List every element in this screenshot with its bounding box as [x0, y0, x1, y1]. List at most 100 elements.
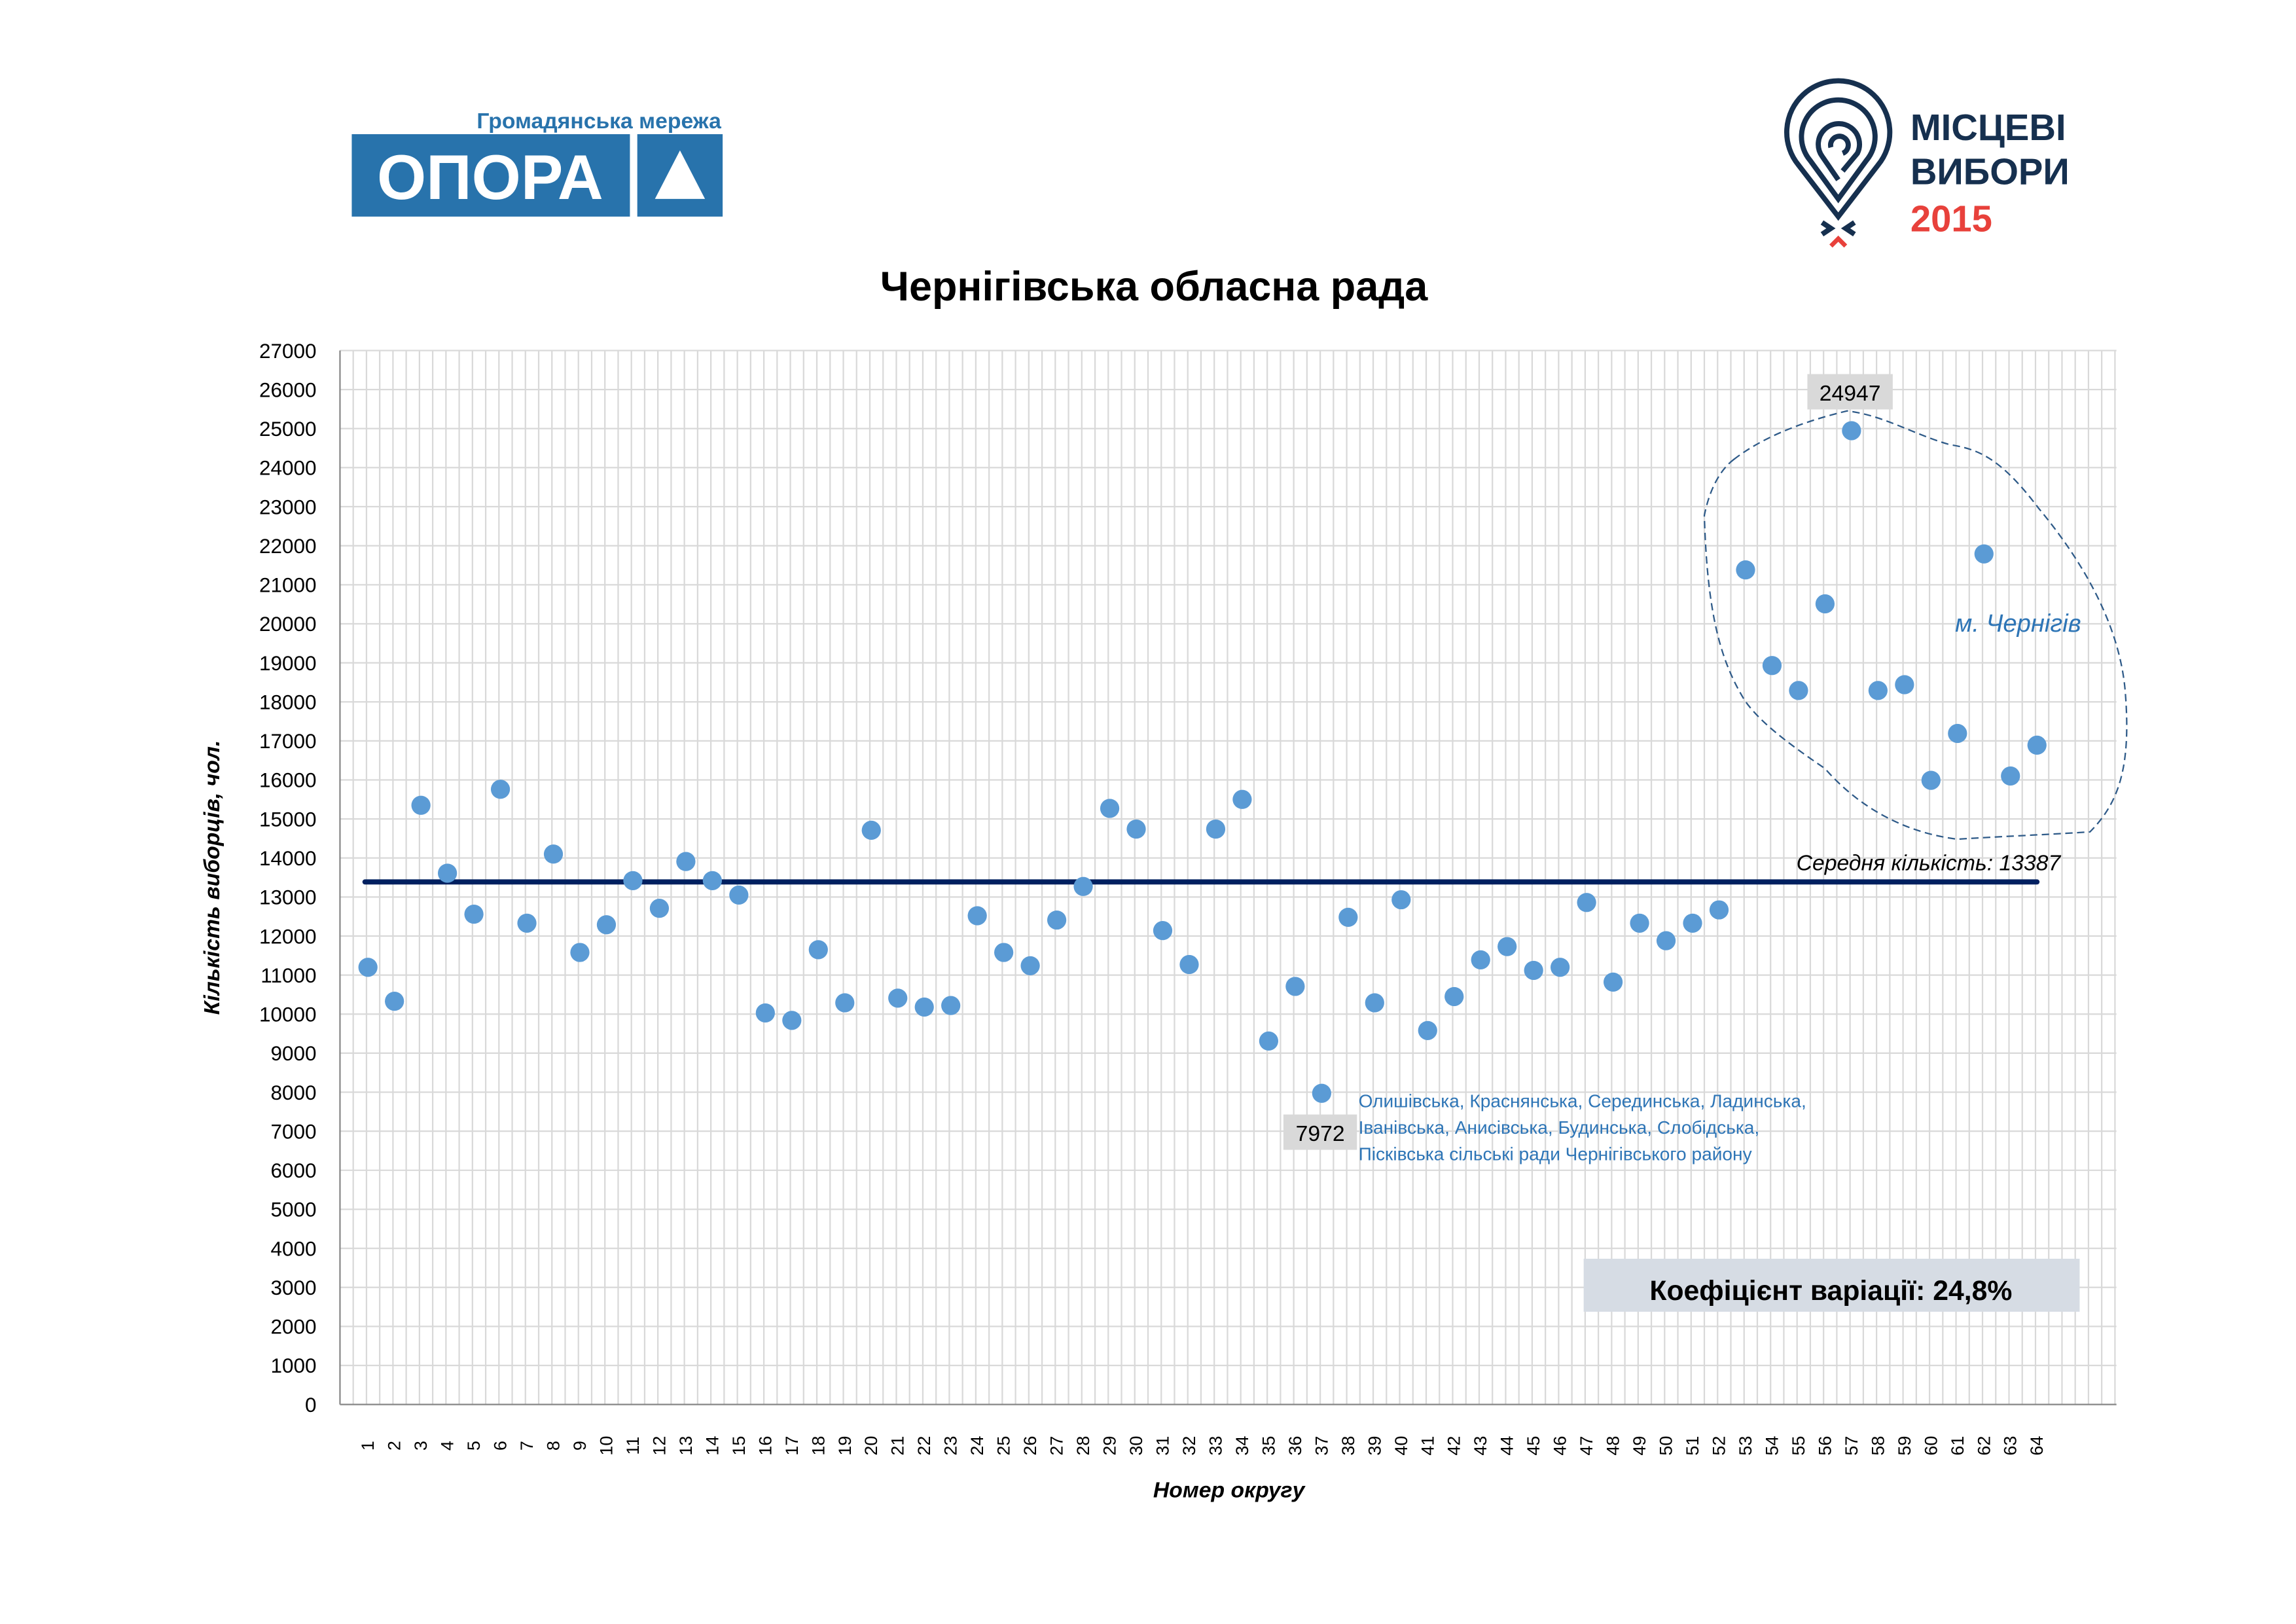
x-tick-label: 53	[1736, 1436, 1755, 1456]
x-tick-label: 30	[1126, 1436, 1146, 1456]
x-tick-label: 58	[1868, 1436, 1888, 1456]
x-tick-label: 27	[1047, 1436, 1067, 1456]
x-tick-label: 62	[1974, 1436, 1994, 1456]
x-tick-label: 52	[1709, 1436, 1729, 1456]
x-tick-label: 8	[544, 1441, 564, 1451]
y-tick-label: 23000	[259, 496, 317, 518]
data-point	[649, 899, 670, 918]
min-note-line-2: Іванівська, Анисівська, Будинська, Слобі…	[1359, 1117, 1760, 1138]
data-point	[994, 943, 1014, 962]
x-tick-label: 25	[994, 1436, 1014, 1456]
y-tick-label: 26000	[259, 378, 317, 401]
data-point	[1047, 910, 1067, 930]
x-tick-label: 46	[1551, 1436, 1570, 1456]
x-tick-label: 29	[1100, 1436, 1120, 1456]
y-tick-label: 22000	[259, 535, 317, 558]
min-label: 7972	[1296, 1121, 1345, 1146]
x-tick-label: 38	[1338, 1436, 1358, 1456]
triangle-icon	[655, 150, 706, 199]
x-tick-label: 63	[2001, 1436, 2020, 1456]
y-axis-title: Кількість виборців, чол.	[200, 740, 224, 1015]
y-tick-label: 8000	[270, 1081, 316, 1104]
city-group-label: м. Чернігів	[1955, 609, 2081, 638]
x-tick-label: 57	[1842, 1436, 1861, 1456]
x-tick-label: 2	[385, 1441, 404, 1451]
max-label-box	[1807, 374, 1893, 410]
x-tick-label: 45	[1524, 1436, 1543, 1456]
opora-logo: Громадянська мережа ОПОРА	[351, 109, 723, 217]
y-tick-label: 13000	[259, 886, 317, 909]
data-point	[596, 915, 617, 935]
x-tick-label: 14	[702, 1436, 722, 1456]
data-point	[1312, 1083, 1331, 1103]
x-tick-label: 19	[835, 1436, 855, 1456]
x-tick-label: 31	[1153, 1436, 1172, 1456]
y-tick-label: 19000	[259, 652, 317, 675]
data-point	[941, 996, 961, 1015]
data-point	[1100, 799, 1120, 818]
data-point	[411, 795, 431, 815]
data-point	[623, 871, 643, 890]
x-tick-label: 28	[1073, 1436, 1093, 1456]
x-tick-label: 18	[808, 1436, 828, 1456]
x-tick-label: 43	[1471, 1436, 1490, 1456]
x-tick-label: 5	[464, 1441, 484, 1451]
x-tick-label: 3	[411, 1441, 431, 1451]
data-point	[1524, 960, 1543, 981]
data-point	[1232, 789, 1252, 809]
x-tick-label: 39	[1365, 1436, 1384, 1456]
y-tick-label: 12000	[259, 925, 317, 948]
y-tick-label: 17000	[259, 730, 317, 753]
y-tick-label: 4000	[270, 1237, 316, 1260]
x-tick-label: 41	[1418, 1436, 1437, 1456]
y-tick-label: 3000	[270, 1276, 316, 1299]
x-tick-label: 26	[1020, 1436, 1040, 1456]
max-label: 24947	[1820, 381, 1881, 406]
x-tick-label: 34	[1232, 1436, 1252, 1456]
data-point	[1444, 986, 1464, 1007]
data-point	[1842, 421, 1861, 441]
x-tick-label: 1	[358, 1441, 378, 1451]
data-point	[1974, 544, 1994, 564]
data-point	[1736, 560, 1755, 580]
data-point	[1656, 931, 1676, 950]
data-point	[1551, 958, 1570, 977]
x-tick-label: 7	[517, 1441, 537, 1451]
y-tick-label: 27000	[259, 340, 317, 363]
x-tick-label: 15	[729, 1436, 749, 1456]
data-point	[1126, 820, 1146, 839]
x-tick-label: 40	[1391, 1436, 1411, 1456]
x-tick-label: 20	[861, 1436, 881, 1456]
data-point	[1815, 594, 1835, 614]
y-tick-label: 9000	[270, 1042, 316, 1065]
data-point	[1179, 954, 1199, 975]
data-point	[1603, 972, 1623, 992]
min-note-line-1: Олишівська, Краснянська, Серединська, Ла…	[1359, 1091, 1806, 1111]
x-tick-label: 11	[623, 1437, 643, 1455]
data-point	[1789, 681, 1808, 700]
y-tick-label: 15000	[259, 808, 317, 831]
x-tick-label: 23	[941, 1436, 961, 1456]
grid	[340, 350, 2117, 1405]
data-point	[702, 871, 722, 890]
y-tick-label: 10000	[259, 1003, 317, 1026]
data-point	[1259, 1031, 1279, 1051]
x-tick-label: 6	[491, 1441, 511, 1451]
data-point	[676, 852, 696, 871]
data-point	[1153, 921, 1173, 941]
x-tick-label: 44	[1498, 1436, 1517, 1456]
data-point	[1921, 770, 1941, 790]
data-point	[1471, 950, 1490, 970]
data-point	[490, 780, 511, 799]
data-point	[888, 988, 908, 1008]
city-group-outline	[1703, 410, 2128, 840]
y-tick-label: 18000	[259, 691, 317, 713]
y-tick-label: 24000	[259, 457, 317, 480]
x-tick-label: 9	[570, 1441, 590, 1451]
coefficient-label: Коефіцієнт варіації: 24,8%	[1649, 1275, 2012, 1307]
data-point	[2001, 766, 2020, 786]
x-tick-label: 35	[1259, 1436, 1278, 1456]
y-tick-label: 7000	[270, 1120, 316, 1143]
data-point	[358, 958, 378, 977]
data-point	[914, 997, 934, 1017]
